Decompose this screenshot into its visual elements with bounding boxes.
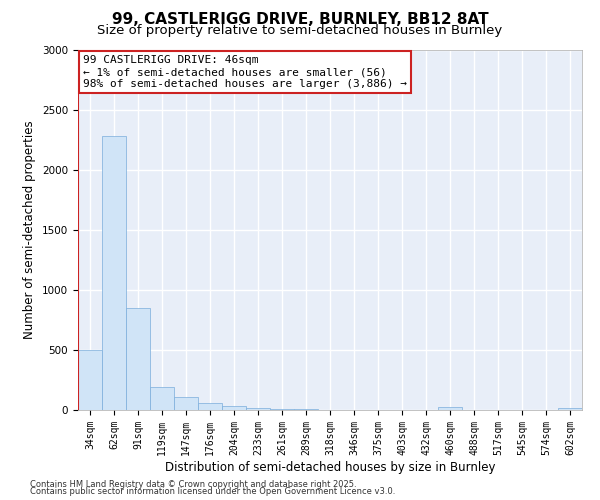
Y-axis label: Number of semi-detached properties: Number of semi-detached properties — [23, 120, 37, 340]
Bar — [174, 398, 198, 410]
Text: Contains public sector information licensed under the Open Government Licence v3: Contains public sector information licen… — [30, 487, 395, 496]
Bar — [78, 350, 102, 410]
Bar — [438, 407, 462, 410]
Bar — [270, 409, 294, 410]
Bar — [102, 136, 126, 410]
Bar — [126, 308, 150, 410]
Text: Size of property relative to semi-detached houses in Burnley: Size of property relative to semi-detach… — [97, 24, 503, 37]
Bar — [222, 406, 246, 410]
Bar — [150, 386, 174, 410]
Text: Contains HM Land Registry data © Crown copyright and database right 2025.: Contains HM Land Registry data © Crown c… — [30, 480, 356, 489]
Bar — [246, 408, 270, 410]
Text: 99, CASTLERIGG DRIVE, BURNLEY, BB12 8AT: 99, CASTLERIGG DRIVE, BURNLEY, BB12 8AT — [112, 12, 488, 28]
Bar — [558, 408, 582, 410]
X-axis label: Distribution of semi-detached houses by size in Burnley: Distribution of semi-detached houses by … — [165, 460, 495, 473]
Text: 99 CASTLERIGG DRIVE: 46sqm
← 1% of semi-detached houses are smaller (56)
98% of : 99 CASTLERIGG DRIVE: 46sqm ← 1% of semi-… — [83, 56, 407, 88]
Bar — [198, 404, 222, 410]
